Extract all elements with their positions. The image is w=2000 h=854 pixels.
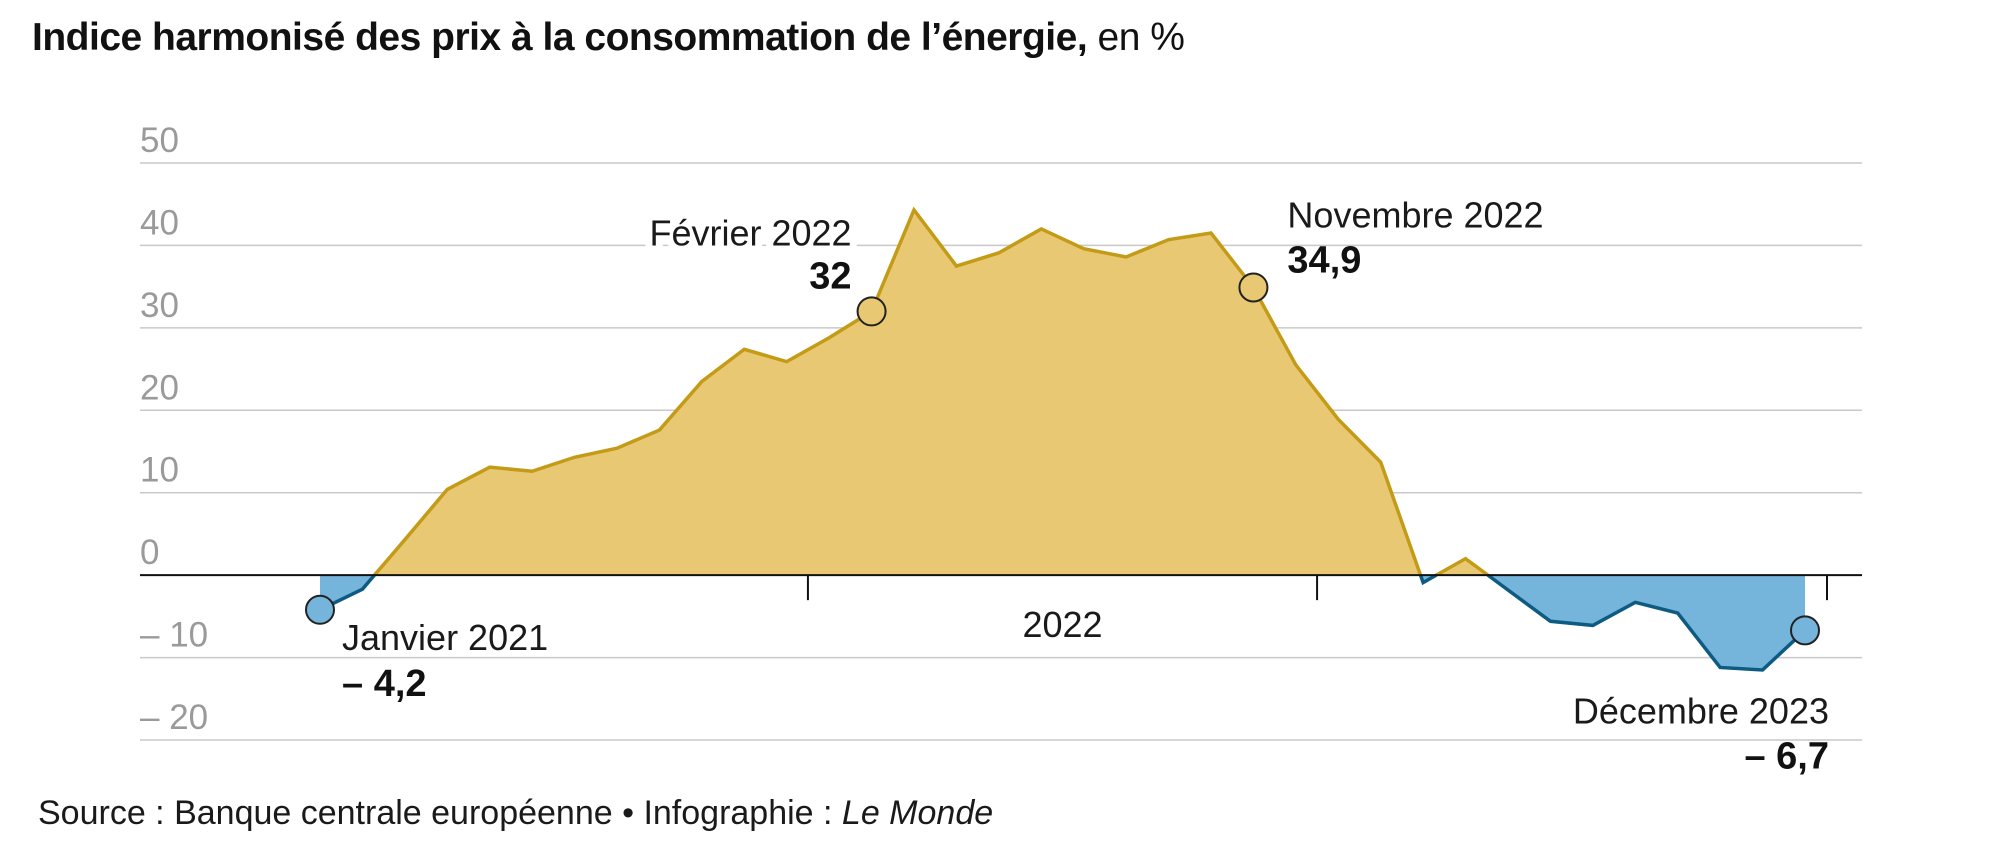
negative-area-4 [1487,575,1805,670]
y-tick-label: 30 [140,286,179,325]
annotation-label-halo: Novembre 2022 [1287,194,1543,235]
y-tick-label: 10 [140,451,179,490]
negative-series-line-4 [1486,573,1807,672]
positive-area-3 [1436,558,1488,576]
annotation-label: Janvier 2021 [342,617,548,658]
chart-areas [320,209,1805,670]
annotation-marker [305,594,335,625]
annotation-label: Novembre 2022 [1287,194,1543,235]
y-tick-label: – 20 [140,698,208,737]
annotation-value: 34,9 [1287,239,1361,281]
y-tick-label: 50 [140,121,179,160]
x-axis-year-label: 2022 [1022,604,1102,645]
y-tick-label: 0 [140,533,159,572]
annotation-value: 32 [809,255,851,297]
annotation-value: – 4,2 [342,663,427,705]
negative-series-line-2 [1418,573,1438,586]
chart-title: Indice harmonisé des prix à la consommat… [32,16,1185,60]
positive-series-line-3 [1435,556,1489,577]
annotation-label: Décembre 2023 [1573,690,1829,731]
y-tick-label: – 10 [140,616,208,655]
negative-series-line-0 [319,574,376,612]
annotation-label-halo: Février 2022 [649,212,851,253]
annotation-label: Février 2022 [649,212,851,253]
y-axis-labels: 50 40 30 20 10 0 – 10 – 20 [140,121,208,737]
annotation-value: – 6,7 [1744,735,1829,777]
y-tick-label: 40 [140,203,179,242]
positive-area-1 [374,209,1421,576]
annotation-marker [856,296,887,327]
chart-title-unit: en % [1097,16,1185,59]
x-axis: 2022 [140,574,1862,645]
chart-title-main: Indice harmonisé des prix à la consommat… [32,16,1088,59]
source-credit: Source : Banque centrale européenne • In… [38,794,993,833]
source-text: Source : Banque centrale européenne • In… [38,794,842,832]
annotation-marker [1238,272,1269,303]
credit-publication: Le Monde [841,794,994,832]
annotation-marker [1790,615,1820,646]
y-tick-label: 20 [140,368,179,407]
negative-area-0 [320,575,375,610]
